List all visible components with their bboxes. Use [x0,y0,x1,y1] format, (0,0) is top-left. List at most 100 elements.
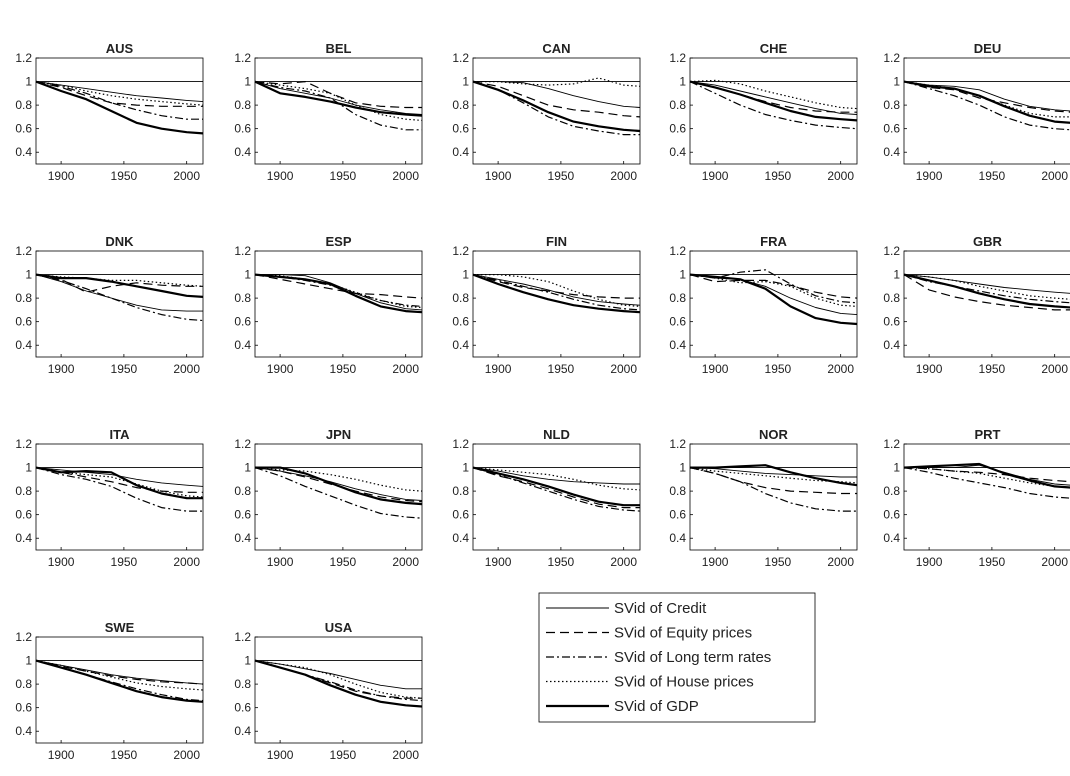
axes-box [472,57,641,165]
x-tick-label: 2000 [827,169,854,183]
series-line-long-rates [472,274,641,311]
panel-title: USA [325,620,353,635]
y-tick-label: 1 [25,461,32,475]
y-tick-label: 0.6 [669,122,686,136]
y-tick-label: 0.4 [452,145,469,159]
series-line-gdp [903,80,1070,124]
y-tick-label: 0.6 [883,122,900,136]
y-tick-label: 0.6 [452,508,469,522]
y-tick-label: 0.4 [669,338,686,352]
y-tick-label: 0.6 [15,701,32,715]
panel-title: NLD [543,427,570,442]
x-tick-label: 1900 [267,362,294,376]
y-tick-label: 0.6 [15,508,32,522]
panel-title: PRT [975,427,1001,442]
y-tick-label: 0.6 [234,508,251,522]
series-line-house [35,660,204,691]
x-tick-label: 2000 [392,555,419,569]
y-tick-label: 1.2 [234,437,251,451]
y-tick-label: 0.6 [669,315,686,329]
x-tick-label: 2000 [827,555,854,569]
y-tick-label: 1 [893,461,900,475]
x-tick-label: 2000 [1041,169,1068,183]
x-tick-label: 1900 [267,169,294,183]
y-tick-label: 1 [25,268,32,282]
series-line-house [689,79,858,110]
y-tick-label: 1.2 [234,51,251,65]
series-line-house [472,467,641,491]
series-line-house [254,660,423,699]
y-tick-label: 1.2 [452,51,469,65]
y-tick-label: 0.6 [452,315,469,329]
legend-label: SVid of GDP [614,698,699,715]
series-line-equity [254,467,423,503]
y-tick-label: 1.2 [234,630,251,644]
panel-ita: ITA 1.2 1 0.8 0.6 0.4 1900 1950 2000 [15,427,204,569]
series-line-gdp [903,273,1070,309]
y-tick-label: 1 [25,75,32,89]
x-tick-label: 1950 [765,555,792,569]
series-line-credit [255,274,423,311]
panel-deu: DEU 1.2 1 0.8 0.6 0.4 1900 1950 2000 [883,41,1070,183]
panel-title: DNK [105,234,134,249]
series-line-long-rates [903,467,1070,499]
series-line-equity [35,660,204,685]
x-tick-label: 1900 [485,555,512,569]
series-line-gdp [254,659,423,708]
x-tick-label: 2000 [827,362,854,376]
y-tick-label: 1 [462,461,469,475]
axes-box [35,443,204,551]
panel-title: FIN [546,234,567,249]
x-tick-label: 1900 [48,169,75,183]
panel-fin: FIN 1.2 1 0.8 0.6 0.4 1900 1950 2000 [452,234,641,376]
axes-box [689,250,858,358]
y-tick-label: 0.8 [234,98,251,112]
y-tick-label: 1 [244,75,251,89]
x-tick-label: 1950 [765,362,792,376]
y-tick-label: 0.4 [234,145,251,159]
series-line-house [254,81,423,121]
legend-label: SVid of Long term rates [614,649,771,666]
series-line-house [473,274,641,307]
y-tick-label: 0.6 [883,508,900,522]
series-line-long-rates [254,274,423,307]
y-tick-label: 1 [462,75,469,89]
series-line-long-rates [254,467,423,519]
y-tick-label: 1.2 [15,51,32,65]
series-line-gdp [35,466,203,500]
y-tick-label: 0.8 [669,484,686,498]
x-tick-label: 2000 [392,748,419,762]
y-tick-label: 0.4 [234,531,251,545]
panel-title: ESP [325,234,351,249]
panel-title: FRA [760,234,787,249]
x-tick-label: 1950 [111,555,138,569]
series-line-house [473,77,641,87]
panel-title: JPN [326,427,351,442]
y-tick-label: 1.2 [883,51,900,65]
y-tick-label: 0.6 [234,122,251,136]
panel-nor: NOR 1.2 1 0.8 0.6 0.4 1900 1950 2000 [669,427,858,569]
panel-title: GBR [973,234,1003,249]
y-tick-label: 0.8 [15,484,32,498]
y-tick-label: 1 [679,268,686,282]
series-line-house [35,467,204,498]
legend-label: SVid of House prices [614,674,754,691]
y-tick-label: 0.8 [452,484,469,498]
x-tick-label: 1950 [548,169,575,183]
y-tick-label: 0.4 [883,531,900,545]
series-line-long-rates [35,660,204,702]
y-tick-label: 1.2 [883,437,900,451]
y-tick-label: 1.2 [669,437,686,451]
series-line-equity [689,81,857,113]
series-line-equity [689,274,858,299]
axes-box [903,57,1070,165]
series-line-gdp [472,466,640,507]
x-tick-label: 2000 [610,555,637,569]
x-tick-label: 1950 [979,169,1006,183]
panel-prt: PRT 1.2 1 0.8 0.6 0.4 1900 1950 2000 [883,427,1070,569]
x-tick-label: 1950 [548,362,575,376]
series-line-long-rates [35,81,203,120]
series-line-equity [35,81,203,107]
axes-box [35,250,204,358]
y-tick-label: 0.4 [669,531,686,545]
